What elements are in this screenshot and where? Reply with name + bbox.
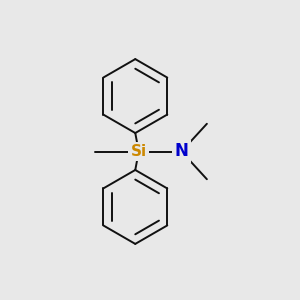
Text: Si: Si [131, 144, 147, 159]
Text: N: N [175, 142, 188, 160]
